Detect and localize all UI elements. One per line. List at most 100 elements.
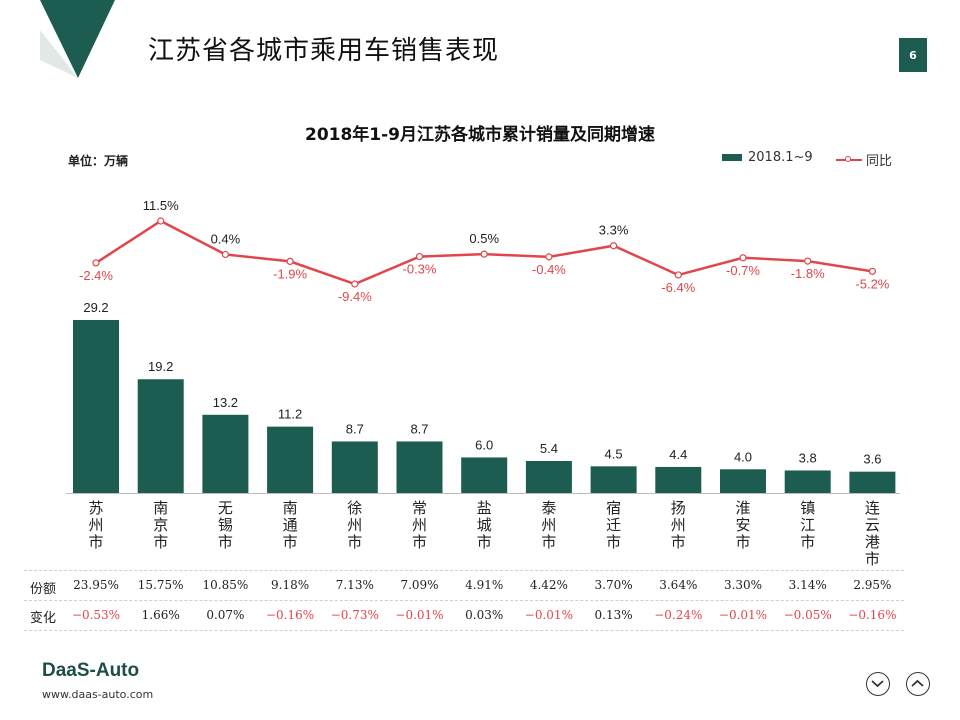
brand-url: www.daas-auto.com: [42, 688, 154, 701]
share-cell: 3.14%: [788, 578, 827, 592]
growth-value-label: 0.4%: [211, 231, 241, 246]
bar-value-label: 29.2: [83, 300, 108, 315]
growth-value-label: 3.3%: [599, 223, 629, 238]
share-row-label: 份额: [30, 582, 57, 597]
growth-point: [480, 250, 488, 258]
x-tick-label: 连: [865, 499, 880, 517]
bar-value-label: 4.0: [734, 449, 752, 464]
growth-point: [351, 280, 359, 288]
bar-value-label: 3.6: [863, 452, 881, 467]
bar-value-label: 6.0: [475, 437, 493, 452]
growth-point: [92, 259, 100, 267]
growth-point: [609, 242, 618, 250]
x-tick-label: 淮: [735, 499, 750, 517]
change-cell: −0.16%: [266, 608, 315, 622]
bar-value-label: 3.8: [799, 450, 817, 465]
growth-value-label: -1.8%: [791, 266, 825, 281]
share-cell: 7.13%: [335, 578, 374, 592]
growth-value-label: -2.4%: [79, 268, 113, 283]
bar-value-label: 8.7: [410, 421, 428, 436]
share-cell: 10.85%: [202, 578, 249, 592]
x-tick-label: 锡: [218, 516, 233, 534]
bar: [525, 461, 572, 493]
legend-line: 同比: [836, 150, 892, 169]
x-tick-label: 徐: [347, 499, 362, 517]
share-cell: 15.75%: [137, 578, 184, 592]
share-cell: 4.42%: [529, 578, 568, 592]
x-tick-label: 港: [865, 533, 880, 551]
chart-title: 2018年1-9月江苏各城市累计销量及同期增速: [304, 125, 656, 145]
share-cell: 3.30%: [723, 578, 763, 592]
brand-logo: DaaS-Auto: [42, 660, 140, 681]
change-cell: 0.13%: [594, 608, 633, 622]
bar-value-label: 11.2: [278, 407, 302, 422]
bar: [784, 470, 831, 493]
bar-value-label: 13.2: [213, 395, 238, 410]
bar: [655, 466, 702, 493]
growth-value-label: -0.7%: [726, 263, 760, 278]
x-tick-label: 市: [153, 533, 168, 551]
x-tick-label: 州: [347, 516, 362, 534]
change-cell: −0.05%: [783, 608, 832, 622]
growth-point: [804, 257, 812, 265]
change-cell: 1.66%: [141, 608, 180, 622]
legend-bar: 2018.1~9: [722, 150, 813, 165]
legend-bar-swatch: [722, 154, 742, 161]
share-cell: 3.70%: [594, 578, 633, 592]
bar: [267, 426, 314, 493]
x-tick-label: 京: [153, 516, 168, 534]
x-tick-label: 市: [347, 533, 362, 551]
x-tick-label: 市: [800, 533, 815, 551]
x-tick-label: 市: [671, 533, 686, 551]
x-tick-label: 州: [671, 516, 686, 534]
bar-value-label: 4.4: [669, 447, 687, 462]
x-tick-label: 宿: [606, 499, 621, 517]
bar: [849, 471, 896, 493]
unit-label: 单位：万辆: [68, 154, 129, 168]
bar-value-label: 8.7: [346, 421, 364, 436]
change-cell: −0.73%: [330, 608, 379, 622]
bar: [73, 320, 119, 493]
growth-point: [221, 250, 229, 259]
x-tick-label: 江: [800, 516, 815, 534]
x-tick-label: 无: [218, 499, 233, 517]
share-cell: 2.95%: [853, 578, 892, 592]
bar-value-label: 19.2: [148, 359, 173, 374]
change-cell: −0.16%: [848, 608, 897, 622]
legend-bar-label: 2018.1~9: [748, 150, 813, 165]
x-tick-label: 盐: [477, 499, 492, 517]
bar: [461, 457, 508, 493]
legend-line-swatch: [836, 155, 862, 162]
x-tick-label: 州: [541, 516, 556, 534]
growth-point: [415, 252, 424, 261]
page-title: 江苏省各城市乘用车销售表现: [148, 36, 500, 66]
previous-page-button[interactable]: [906, 672, 930, 696]
change-cell: −0.01%: [524, 608, 573, 622]
growth-value-label: -0.4%: [532, 262, 566, 277]
share-cell: 23.95%: [73, 578, 119, 592]
x-tick-label: 泰: [541, 499, 556, 517]
bar-value-label: 5.4: [540, 441, 558, 456]
share-cell: 4.91%: [465, 578, 504, 592]
table-divider-middle: [24, 600, 904, 601]
growth-point: [739, 254, 747, 262]
x-tick-label: 常: [412, 499, 427, 517]
x-tick-label: 镇: [800, 499, 815, 517]
x-tick-label: 市: [218, 533, 233, 551]
x-tick-label: 苏: [88, 499, 103, 517]
x-tick-label: 云: [865, 516, 880, 534]
bar: [331, 441, 378, 493]
bar-value-label: 4.5: [605, 446, 623, 461]
next-page-button[interactable]: [866, 672, 890, 696]
growth-point: [674, 271, 682, 279]
growth-value-label: -0.3%: [403, 262, 437, 277]
growth-value-label: -6.4%: [661, 280, 695, 295]
change-cell: −0.01%: [395, 608, 444, 622]
x-tick-label: 南: [283, 499, 298, 517]
chevron-down-icon: [871, 680, 884, 688]
x-tick-label: 市: [88, 533, 103, 551]
x-tick-label: 南: [153, 499, 168, 517]
x-tick-label: 市: [541, 533, 556, 551]
x-tick-label: 市: [865, 550, 880, 568]
